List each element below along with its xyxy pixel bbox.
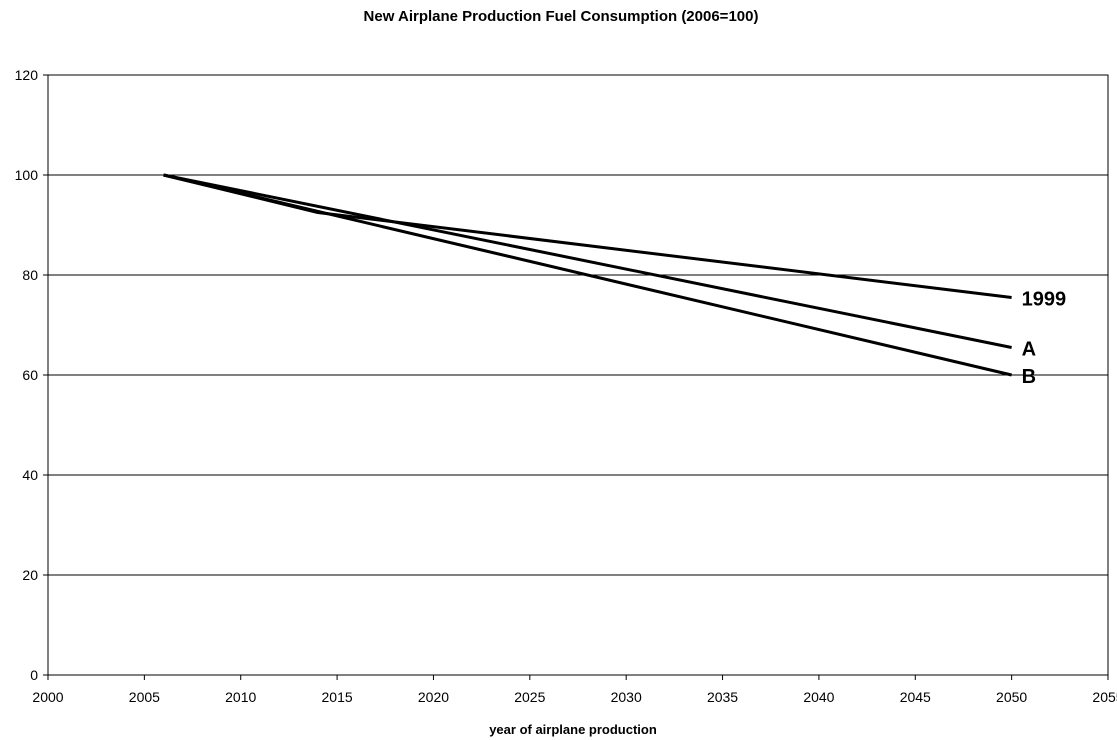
x-tick-label: 2050 [996, 689, 1027, 705]
x-tick-label: 2000 [32, 689, 63, 705]
chart-title: New Airplane Production Fuel Consumption… [364, 8, 759, 25]
x-tick-label: 2005 [129, 689, 160, 705]
series-lines [163, 173, 1012, 377]
x-tick-label: 2030 [611, 689, 642, 705]
x-axis-label: year of airplane production [489, 722, 657, 737]
series-label-a: A [1022, 339, 1036, 361]
y-tick-label: 40 [22, 467, 38, 483]
x-axis: 2000 2005 2010 2015 2020 2025 2030 2035 2040 2045… [32, 675, 1117, 705]
series-label-1999: 1999 [1022, 289, 1067, 311]
y-tick-label: 60 [22, 367, 38, 383]
x-tick-label: 2040 [803, 689, 834, 705]
x-tick-label: 2035 [707, 689, 738, 705]
series-line-b [163, 173, 1012, 377]
y-tick-label: 80 [22, 267, 38, 283]
y-tick-label: 100 [15, 167, 39, 183]
x-tick-label: 2015 [322, 689, 353, 705]
series-line-a [163, 173, 1012, 349]
y-tick-label: 0 [30, 667, 38, 683]
x-tick-label: 2055 [1092, 689, 1117, 705]
y-tick-label: 120 [15, 67, 39, 83]
gridlines [48, 174, 1108, 576]
series-line-1999 [163, 173, 1012, 299]
y-tick-label: 20 [22, 567, 38, 583]
series-label-b: B [1022, 366, 1036, 388]
x-tick-label: 2020 [418, 689, 449, 705]
x-tick-label: 2010 [225, 689, 256, 705]
y-axis: 0 20 40 60 80 100 120 [15, 67, 48, 683]
series-labels: 1999 AB [1022, 289, 1067, 389]
x-tick-label: 2025 [514, 689, 545, 705]
x-tick-label: 2045 [900, 689, 931, 705]
